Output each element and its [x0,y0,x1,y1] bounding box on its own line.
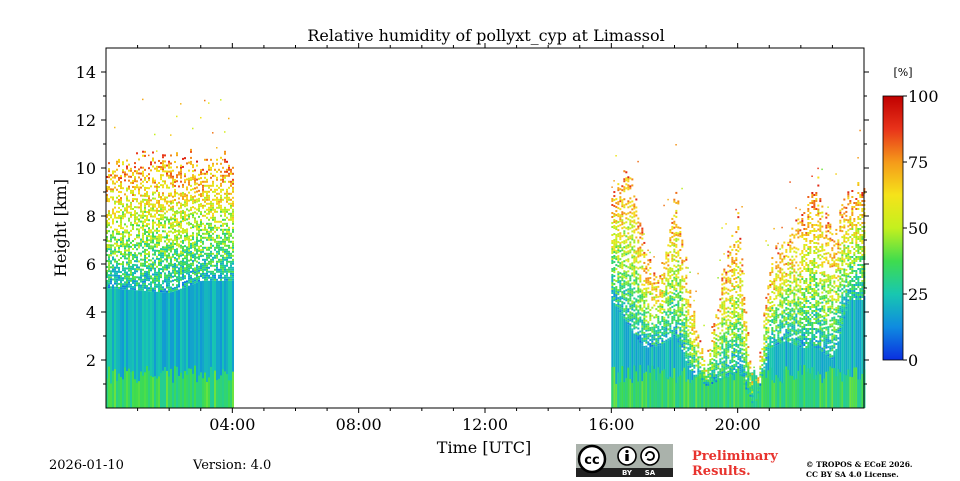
y-tick-label: 14 [76,63,96,82]
y-axis-label: Height [km] [51,179,70,277]
y-tick-label: 4 [86,303,96,322]
y-tick-label: 8 [86,207,96,226]
colorbar-gradient [883,96,903,360]
date-label: 2026-01-10 [49,458,124,473]
colorbar-tick-label: 50 [908,219,928,238]
x-tick-label: 08:00 [336,415,382,434]
sa-text: SA [645,469,656,477]
copyright-notice: © TROPOS & ECoE 2026. CC BY SA 4.0 Licen… [806,460,913,480]
x-tick-label: 20:00 [715,415,761,434]
colorbar: [%] 0 25 50 75 100 [883,66,939,370]
y-tick-label: 2 [86,351,96,370]
attribution-body [625,454,628,461]
x-axis-label: Time [UTC] [437,438,531,457]
x-tick-label: 12:00 [462,415,508,434]
x-tick-label: 04:00 [209,415,255,434]
version-label: Version: 4.0 [193,458,271,473]
x-tick-label: 16:00 [588,415,634,434]
preliminary-line-2: Results. [692,464,778,479]
copyright-line-2: CC BY SA 4.0 License. [806,470,913,480]
colorbar-label: [%] [893,66,912,79]
attribution-head [625,450,628,453]
colorbar-tick-label: 100 [908,87,939,106]
y-tick-label: 12 [76,111,96,130]
colorbar-tick-label: 0 [908,351,918,370]
copyright-line-1: © TROPOS & ECoE 2026. [806,460,913,470]
y-tick-label: 10 [76,159,96,178]
y-tick-label: 6 [86,255,96,274]
colorbar-tick-label: 25 [908,285,928,304]
share-alike-icon [641,447,659,465]
colorbar-tick-label: 75 [908,153,928,172]
chart-title: Relative humidity of pollyxt_cyp at Lima… [307,26,664,45]
preliminary-line-1: Preliminary [692,449,778,464]
cc-text: cc [584,453,599,468]
cc-license-badge: cc BY SA [576,444,673,477]
colorbar-ticks: 0 25 50 75 100 [903,87,939,370]
preliminary-notice: Preliminary Results. [692,449,778,479]
plot-area [106,48,865,408]
by-text: BY [622,469,633,477]
